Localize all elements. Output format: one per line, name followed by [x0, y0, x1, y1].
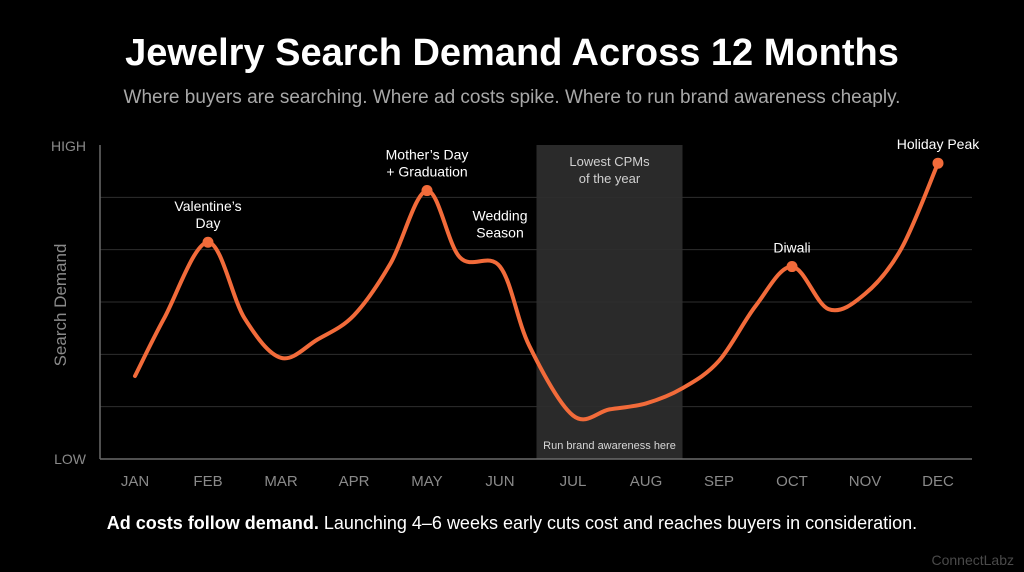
data-point-marker — [786, 261, 798, 273]
chart-subtitle: Where buyers are searching. Where ad cos… — [123, 87, 901, 108]
data-point-label: Diwali — [773, 240, 810, 256]
data-point-label: Mother’s Day — [386, 147, 469, 163]
watermark: ConnectLabz — [931, 552, 1014, 568]
x-tick-label: JAN — [121, 473, 149, 490]
data-point-label: Holiday Peak — [897, 136, 980, 152]
y-axis-label: Search Demand — [51, 244, 70, 367]
data-point-marker — [932, 157, 944, 169]
x-tick-label: JUN — [485, 473, 514, 490]
chart-title: Jewelry Search Demand Across 12 Months — [125, 32, 899, 74]
x-tick-label: FEB — [193, 473, 222, 490]
shaded-region-top-label: of the year — [579, 171, 641, 186]
x-tick-label: AUG — [630, 473, 663, 490]
footnote-text: Launching 4–6 weeks early cuts cost and … — [318, 513, 918, 533]
x-tick-label: SEP — [704, 473, 734, 490]
axis-layer: HIGH LOW Search Demand JAN FEB MAR APR MAY JUN JU… — [51, 138, 972, 490]
series-line — [133, 161, 940, 422]
data-point-label: + Graduation — [386, 164, 467, 180]
footnote: Ad costs follow demand. Launching 4–6 we… — [0, 510, 1024, 536]
data-point-marker — [421, 185, 433, 197]
y-tick-label-high: HIGH — [51, 138, 86, 154]
series-layer — [133, 161, 940, 422]
x-tick-label: DEC — [922, 473, 954, 490]
x-tick-label: MAY — [411, 473, 442, 490]
shaded-region-top-label: Lowest CPMs — [569, 154, 650, 169]
data-point-marker — [202, 236, 214, 248]
grid-layer — [100, 196, 972, 408]
annotation-label: Season — [476, 224, 523, 240]
y-tick-label-low: LOW — [54, 451, 87, 467]
x-tick-label: MAR — [264, 473, 298, 490]
footnote-bold: Ad costs follow demand. — [106, 513, 319, 533]
x-tick-label: OCT — [776, 473, 808, 490]
marker-layer — [202, 157, 944, 273]
x-tick-label: APR — [339, 473, 370, 490]
x-tick-label: JUL — [560, 473, 587, 490]
annotation-label: Wedding — [472, 207, 527, 223]
x-tick-label: NOV — [849, 473, 882, 490]
data-point-label: Day — [196, 215, 221, 231]
shaded-region-bottom-label: Run brand awareness here — [543, 440, 676, 452]
data-point-label: Valentine’s — [174, 198, 241, 214]
